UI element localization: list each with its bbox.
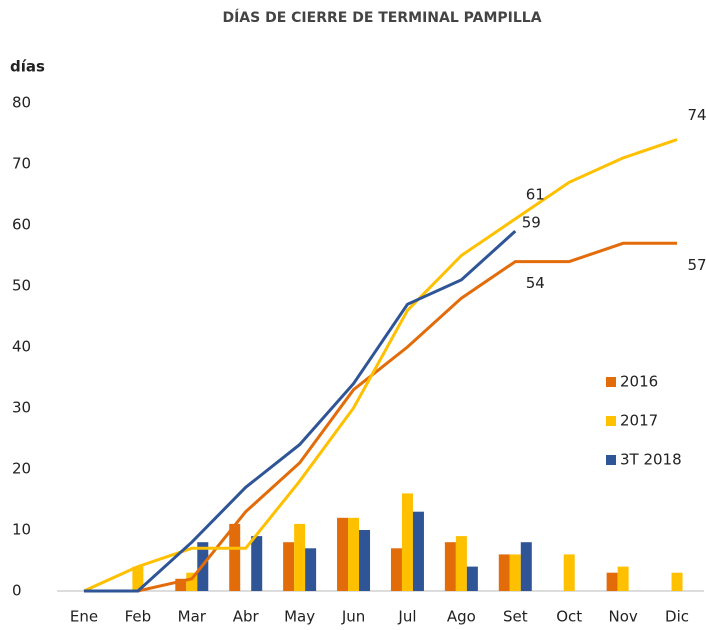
y-tick-label: 30 bbox=[12, 399, 31, 417]
bar bbox=[390, 548, 402, 591]
data-label: 54 bbox=[526, 274, 545, 292]
bar bbox=[337, 517, 349, 591]
bar bbox=[305, 548, 317, 591]
y-tick-label: 50 bbox=[12, 277, 31, 295]
y-tick-label: 80 bbox=[12, 94, 31, 112]
bar bbox=[401, 493, 413, 591]
bar bbox=[509, 554, 521, 591]
bar bbox=[283, 542, 295, 591]
x-tick-label: Ene bbox=[70, 608, 98, 626]
bar bbox=[466, 566, 478, 591]
bar bbox=[617, 566, 629, 591]
x-tick-label: Set bbox=[503, 608, 528, 626]
data-label: 74 bbox=[687, 106, 706, 124]
cumulative-line bbox=[83, 138, 678, 593]
bar bbox=[251, 536, 263, 591]
y-tick-label: 40 bbox=[12, 338, 31, 356]
x-tick-label: Jun bbox=[341, 608, 365, 626]
bar bbox=[175, 578, 187, 591]
bar bbox=[229, 523, 241, 591]
cumulative-line bbox=[83, 229, 517, 593]
data-label: 59 bbox=[522, 214, 541, 232]
bar bbox=[671, 572, 683, 591]
bar bbox=[348, 517, 360, 591]
y-tick-label: 0 bbox=[12, 582, 22, 600]
x-tick-label: Jul bbox=[397, 608, 416, 626]
cumulative-line bbox=[83, 241, 678, 593]
bar bbox=[606, 572, 618, 591]
legend-label: 2017 bbox=[620, 412, 658, 430]
x-tick-label: Mar bbox=[178, 608, 207, 626]
x-tick-label: Dic bbox=[665, 608, 689, 626]
x-tick-label: Abr bbox=[233, 608, 260, 626]
y-tick-label: 10 bbox=[12, 521, 31, 539]
legend-swatch bbox=[606, 416, 616, 426]
legend-swatch bbox=[606, 455, 616, 465]
bar bbox=[444, 542, 456, 591]
bar bbox=[563, 554, 575, 591]
data-label: 61 bbox=[526, 185, 545, 203]
y-tick-label: 20 bbox=[12, 460, 31, 478]
x-tick-label: Ago bbox=[447, 608, 476, 626]
x-tick-label: May bbox=[284, 608, 315, 626]
bar bbox=[498, 554, 510, 591]
chart-title: DÍAS DE CIERRE DE TERMINAL PAMPILLA bbox=[222, 9, 541, 26]
bar bbox=[359, 530, 371, 591]
x-tick-label: Nov bbox=[608, 608, 637, 626]
legend-label: 3T 2018 bbox=[620, 451, 682, 469]
data-label: 57 bbox=[687, 256, 706, 274]
bar bbox=[132, 566, 144, 591]
bar bbox=[455, 536, 467, 591]
x-tick-label: Oct bbox=[556, 608, 582, 626]
legend-label: 2016 bbox=[620, 373, 658, 391]
bar bbox=[186, 572, 198, 591]
legend-swatch bbox=[606, 377, 616, 387]
bar bbox=[294, 523, 306, 591]
y-tick-label: 70 bbox=[12, 155, 31, 173]
bar bbox=[412, 511, 424, 591]
y-axis-label: días bbox=[10, 58, 45, 76]
y-tick-label: 60 bbox=[12, 216, 31, 234]
x-tick-label: Feb bbox=[125, 608, 152, 626]
bar bbox=[520, 542, 532, 591]
